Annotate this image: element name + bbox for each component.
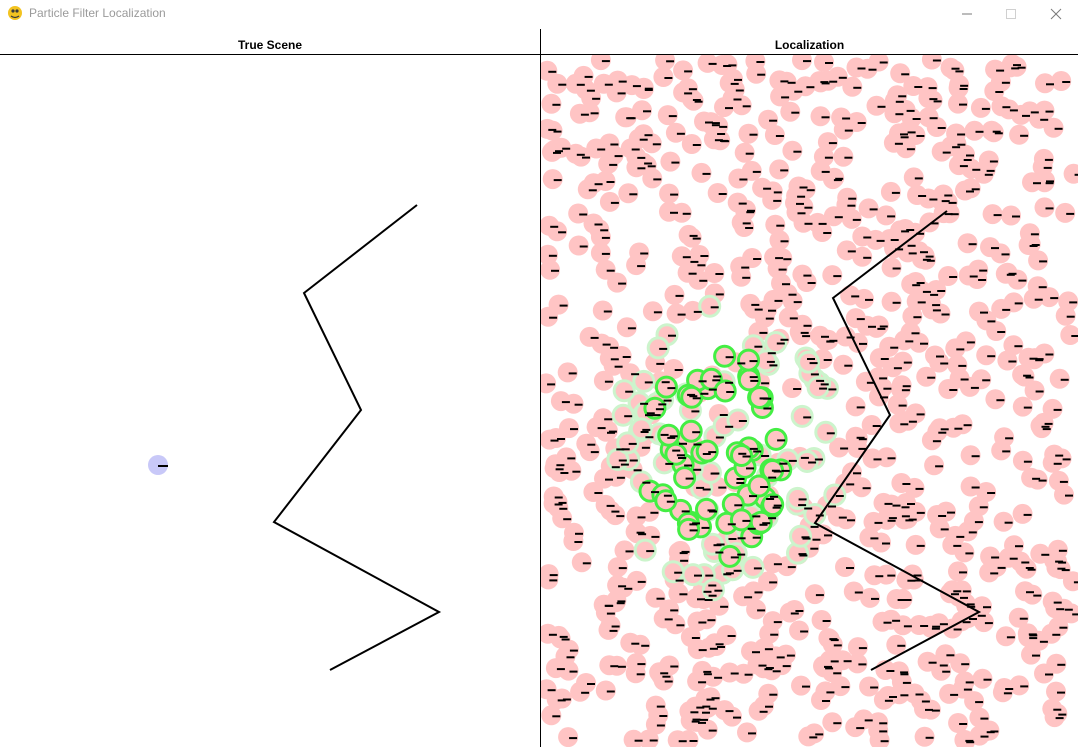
- particle: [1034, 149, 1054, 169]
- particle: [904, 167, 924, 187]
- close-icon: [1050, 8, 1062, 20]
- robot: [148, 455, 168, 475]
- particle: [941, 58, 961, 78]
- particle: [769, 159, 789, 179]
- particle: [991, 96, 1011, 116]
- particle: [624, 730, 644, 747]
- localization-canvas[interactable]: [541, 55, 1078, 747]
- particle: [780, 102, 800, 122]
- particle: [570, 104, 590, 124]
- localization-title: Localization: [775, 38, 844, 52]
- particle: [1035, 170, 1055, 190]
- window-title: Particle Filter Localization: [29, 6, 166, 20]
- particle: [635, 540, 655, 560]
- particle: [792, 55, 812, 70]
- particle: [828, 507, 848, 527]
- particle: [922, 55, 942, 70]
- particle: [608, 71, 628, 91]
- maximize-icon: [1005, 8, 1017, 20]
- particle: [558, 727, 578, 747]
- true-scene-panel: True Scene: [0, 29, 540, 747]
- true-scene-canvas[interactable]: [0, 55, 540, 747]
- true-scene-header: True Scene: [0, 29, 540, 55]
- particle: [731, 267, 751, 287]
- particle: [936, 502, 956, 522]
- particle: [882, 292, 902, 312]
- particle: [919, 107, 939, 127]
- title-bar[interactable]: Particle Filter Localization: [0, 0, 1078, 29]
- particle: [692, 163, 712, 183]
- particle: [591, 55, 611, 70]
- localization-panel: Localization: [541, 29, 1078, 747]
- true-scene-title: True Scene: [238, 38, 302, 52]
- particle: [541, 260, 560, 280]
- localization-header: Localization: [541, 29, 1078, 55]
- particle: [700, 296, 720, 316]
- minimize-button[interactable]: [944, 0, 990, 29]
- wall-line: [274, 205, 439, 670]
- minimize-icon: [961, 8, 973, 20]
- particle: [852, 247, 872, 267]
- python-icon: [7, 5, 23, 21]
- particle: [998, 263, 1018, 283]
- maximize-button[interactable]: [988, 0, 1034, 29]
- close-button[interactable]: [1033, 0, 1078, 29]
- particle: [655, 55, 675, 70]
